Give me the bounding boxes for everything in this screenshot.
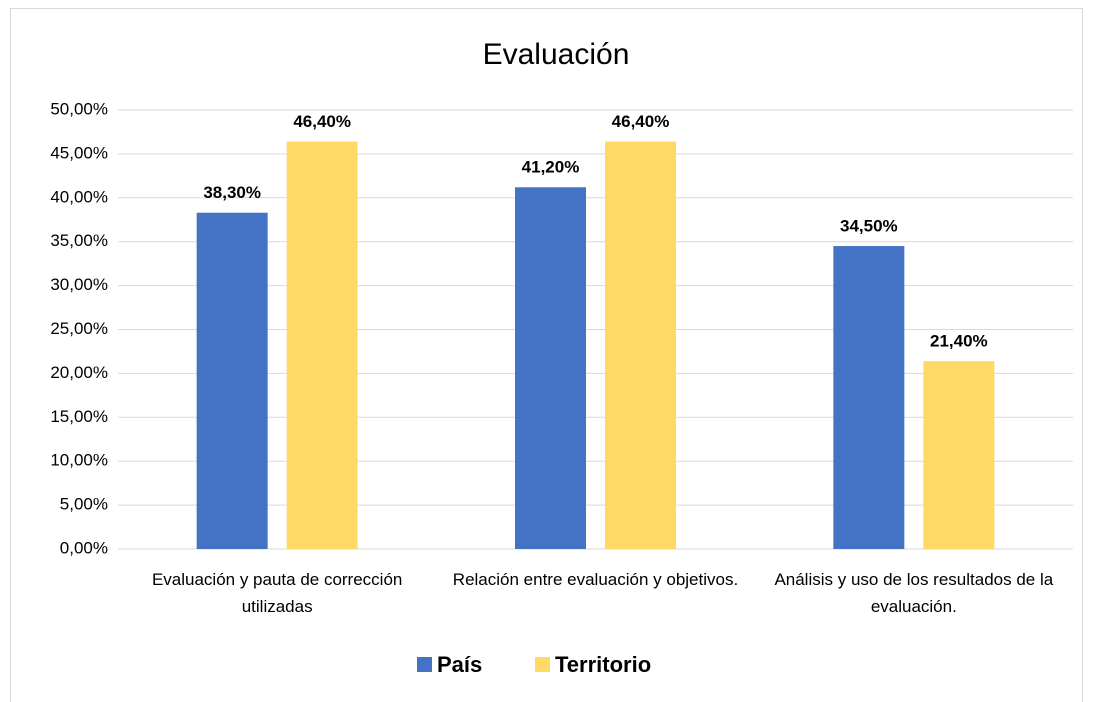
legend-label: País [437,652,482,677]
y-tick-label: 40,00% [50,187,108,206]
x-tick-label: Relación entre evaluación y objetivos. [452,570,739,589]
chart-title: Evaluación [483,38,630,71]
bar [286,141,358,549]
data-label: 46,40% [293,112,351,131]
y-tick-label: 15,00% [50,407,108,426]
data-label: 46,40% [612,112,670,131]
legend-swatch [535,657,550,672]
data-label: 41,20% [522,158,580,177]
y-tick-label: 0,00% [60,538,108,557]
bar [833,246,905,549]
legend-swatch [417,657,432,672]
bar [515,187,586,550]
y-tick-label: 5,00% [60,495,108,514]
y-tick-label: 30,00% [50,275,108,294]
data-label: 21,40% [930,332,988,351]
x-tick-label: Análisis y uso de los resultados de la e… [774,570,1054,616]
legend-label: Territorio [555,652,651,677]
y-tick-label: 25,00% [50,319,108,338]
bar [196,212,268,549]
data-label: 38,30% [203,183,261,202]
bar [605,141,676,549]
y-tick-label: 10,00% [50,451,108,470]
y-tick-label: 20,00% [50,363,108,382]
bar [923,361,995,549]
chart-border [10,8,1083,702]
y-tick-label: 35,00% [50,231,108,250]
data-label: 34,50% [840,217,898,236]
y-tick-label: 45,00% [50,143,108,162]
x-tick-label: Evaluación y pauta de corrección utiliza… [151,570,403,616]
y-tick-label: 50,00% [50,99,108,118]
